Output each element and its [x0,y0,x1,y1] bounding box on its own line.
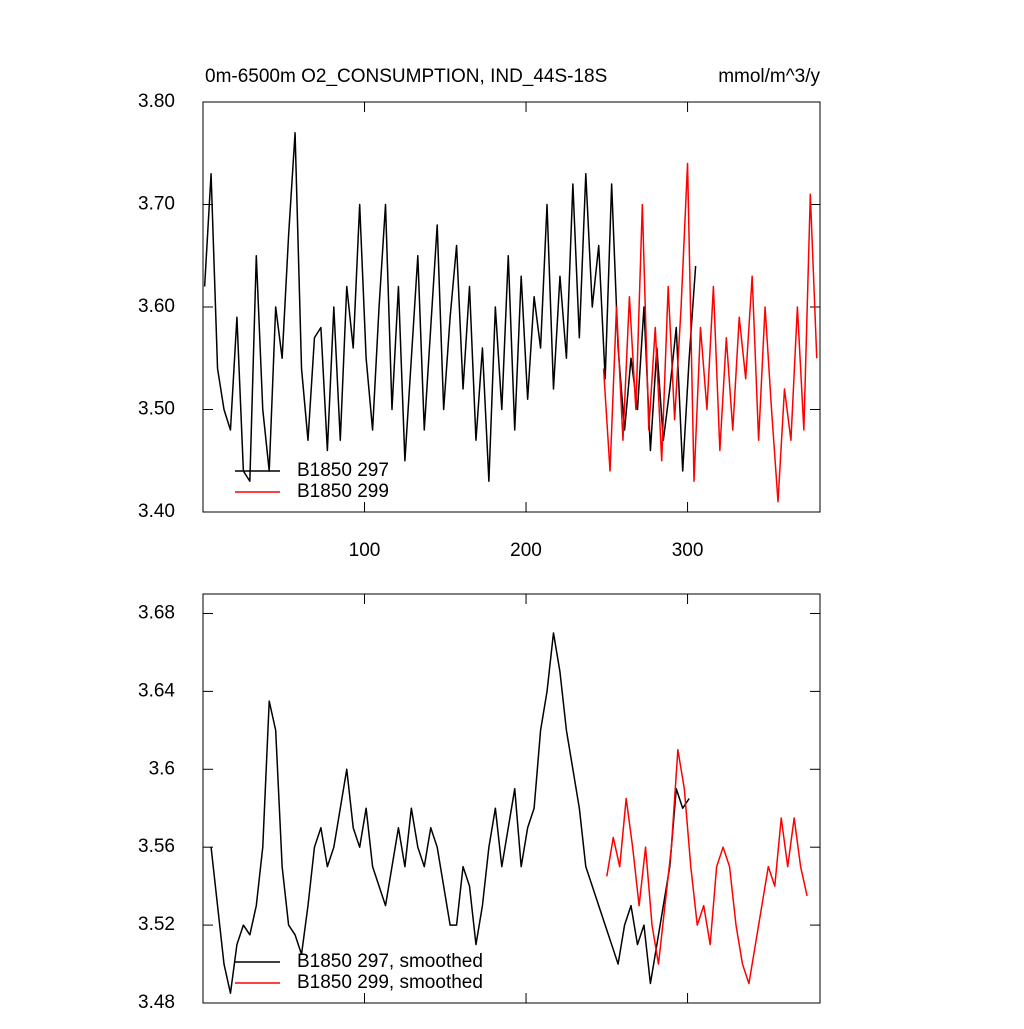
series-line [203,132,697,482]
y-tick-label: 3.60 [138,296,175,317]
series-line [606,749,808,985]
plot-frame [202,593,821,1004]
legend-label: B1850 299 [297,481,389,502]
y-tick-label: 3.52 [138,914,175,935]
legend-label: B1850 297 [297,460,389,481]
y-tick-label: 3.40 [138,501,175,522]
y-tick-label: 3.50 [138,399,175,420]
y-tick-label: 3.64 [138,680,175,701]
y-tick-label: 3.56 [138,836,175,857]
units: mmol/m^3/y [718,66,820,87]
x-tick-label: 100 [349,540,381,561]
legend-label: B1850 297, smoothed [297,951,483,972]
x-tick-label: 300 [672,540,704,561]
y-tick-label: 3.48 [138,992,175,1013]
y-tick-label: 3.70 [138,194,175,215]
y-tick-label: 3.68 [138,602,175,623]
chart-title: 0m-6500m O2_CONSUMPTION, IND_44S-18S [205,66,607,87]
y-tick-label: 3.80 [138,91,175,112]
x-tick-label: 200 [510,540,542,561]
series-line [602,162,818,503]
legend-label: B1850 299, smoothed [297,972,483,993]
series-line [210,632,690,995]
y-tick-label: 3.6 [149,758,175,779]
